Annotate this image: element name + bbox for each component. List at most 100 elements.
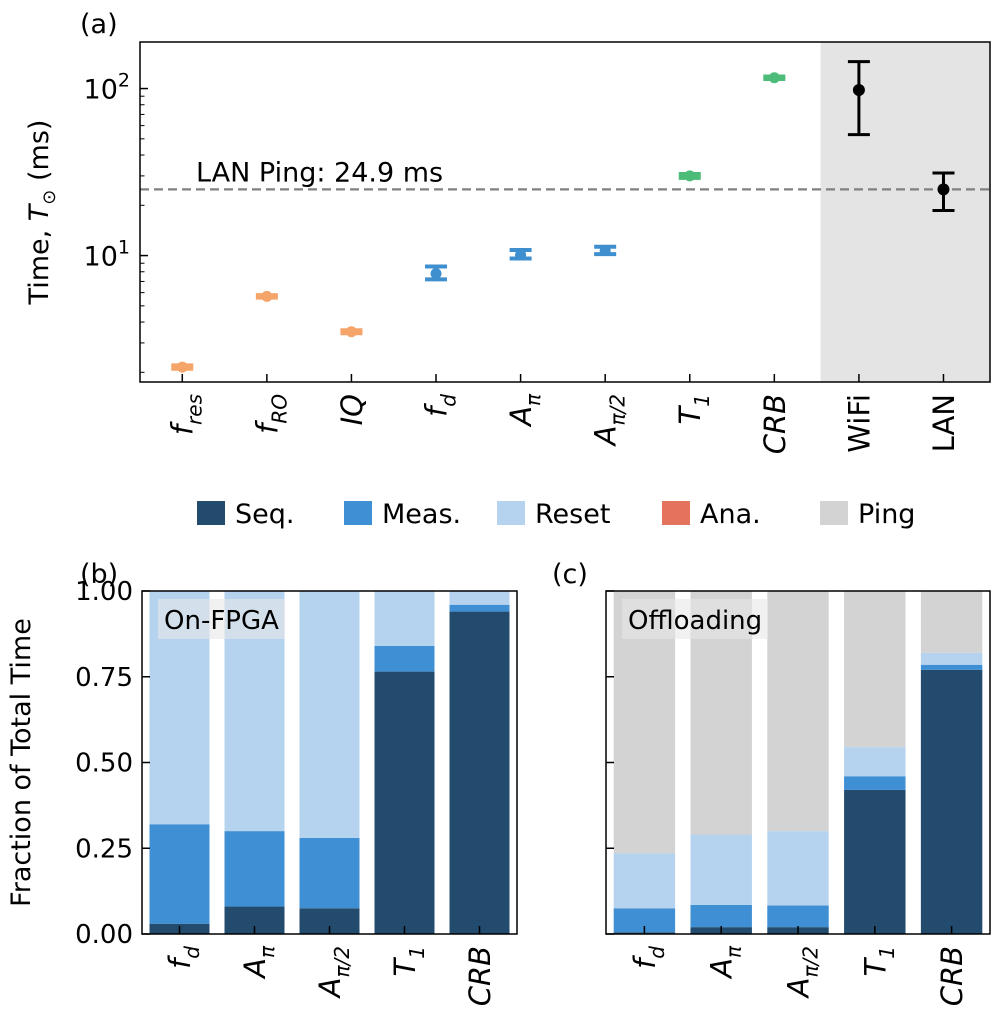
data-point: [763, 72, 786, 84]
b-x-tick-label-sub: π/2: [330, 946, 354, 978]
c-x-tick-label: T1: [858, 946, 899, 976]
c-x-tick-label-main: CRB: [935, 946, 969, 1006]
panel-b-y-tick-labels: 0.00 0.25 0.50 0.75 1.00: [75, 577, 133, 950]
legend-label: Meas.: [382, 499, 461, 530]
data-point: [678, 170, 701, 182]
point-marker: [599, 245, 611, 257]
bar-segment-meas: [374, 645, 435, 672]
panel-a-x-tick-label-sub: RO: [267, 394, 291, 424]
bar-segment-meas: [690, 904, 752, 928]
point-marker: [768, 72, 780, 84]
c-x-tick-label-main: T: [858, 956, 892, 976]
panel-c-annotation-box: [622, 599, 769, 639]
b-y-tick-label: 0.75: [75, 663, 133, 693]
panel-a-x-tick-label: CRB: [758, 394, 792, 454]
b-x-tick-label-main: CRB: [463, 946, 497, 1006]
b-x-tick-label-main: A: [238, 958, 272, 980]
bar-segment-seq: [449, 611, 510, 934]
panel-a-x-tick-label: IQ: [335, 394, 369, 425]
panel-a-x-tick-label: fres: [166, 394, 207, 435]
legend-item: Seq.: [197, 499, 294, 530]
bar-segment-ping: [767, 591, 829, 832]
b-x-tick-label-main: A: [313, 978, 347, 1000]
data-point: [509, 247, 532, 261]
point-marker: [515, 249, 527, 261]
bar-segment-meas: [224, 831, 285, 907]
point-marker: [937, 183, 950, 196]
legend-swatch: [197, 501, 225, 525]
panel-b-annotation-box: [158, 599, 285, 639]
bar-segment-seq: [920, 669, 983, 934]
bar-segment-reset: [920, 652, 983, 665]
y-label-part-3: ⊙: [39, 190, 60, 205]
b-x-tick-label: fd: [163, 946, 204, 969]
c-x-tick-label-main: A: [781, 978, 815, 1000]
ping-label: LAN Ping: 24.9 ms: [196, 157, 443, 188]
legend-item: Ana.: [662, 499, 761, 530]
b-y-tick-label: 0.50: [75, 749, 133, 779]
data-point: [171, 361, 194, 373]
panel-a-x-tick-label-main: CRB: [758, 394, 792, 454]
y-tick-exponent: 1: [118, 237, 130, 259]
panel-a-x-tick-label: Aπ: [504, 393, 545, 428]
bar-segment-reset: [613, 853, 676, 909]
bar-segment-meas: [920, 664, 983, 670]
panel-a-x-tick-label: LAN: [927, 394, 961, 452]
bar-segment-reset: [844, 747, 906, 777]
bar-segment-reset: [767, 831, 829, 906]
data-point: [255, 290, 278, 302]
y-tick-exponent: 2: [118, 70, 130, 92]
data-point: [847, 60, 870, 137]
c-x-tick-label: Aπ: [705, 945, 746, 980]
panel-a-frame: [139, 41, 991, 383]
panel-b-label: (b): [80, 559, 118, 590]
panel-a-x-tick-label: fd: [419, 394, 460, 417]
panel-a-y-tick-label: 102: [84, 70, 130, 106]
b-y-tick-label: 0.00: [75, 920, 133, 950]
panel-a-x-tick-label-main: IQ: [335, 394, 369, 425]
bar-segment-meas: [449, 604, 510, 612]
y-label-part-4: (ms): [24, 120, 55, 190]
c-x-tick-label-sub: d: [645, 946, 669, 959]
b-x-tick-label-sub: d: [180, 946, 204, 959]
b-x-tick-label: T1: [388, 946, 429, 976]
panel-c-ticks: [606, 590, 953, 935]
bar-segment-seq: [844, 789, 906, 934]
b-x-tick-label: Aπ/2: [313, 946, 354, 999]
b-x-tick-label-main: T: [388, 956, 422, 976]
b-y-tick-label: 1.00: [75, 577, 133, 607]
legend-swatch: [344, 501, 372, 525]
panel-a-x-tick-label-sub: res: [183, 394, 207, 425]
panel-c-label: (c): [552, 559, 588, 590]
legend-label: Seq.: [235, 499, 294, 530]
b-x-tick-label-sub: 1: [405, 946, 429, 959]
legend-item: Meas.: [344, 499, 461, 530]
panel-a-points: [171, 60, 955, 373]
y-label-part-2: T: [24, 202, 55, 221]
panel-a-x-tick-label: WiFi: [842, 394, 876, 453]
bar-segment-meas: [299, 837, 360, 909]
panel-b-annotation: On-FPGA: [164, 606, 279, 636]
bar-segment-seq: [374, 671, 435, 934]
point-marker: [261, 290, 273, 302]
point-marker: [345, 326, 357, 338]
panel-a-x-tick-label: fRO: [250, 394, 291, 434]
c-x-tick-label: Aπ/2: [781, 946, 822, 999]
data-point: [425, 264, 448, 282]
panel-b-ticks: [142, 590, 481, 935]
bar-segment-meas: [767, 905, 829, 928]
panel-c-annotation: Offloading: [628, 606, 762, 636]
c-x-tick-label: CRB: [935, 946, 969, 1006]
legend-swatch: [497, 501, 525, 525]
y-label-part-1: Time,: [24, 221, 55, 305]
legend-swatch: [820, 501, 848, 525]
c-x-tick-label-sub: π: [722, 945, 746, 958]
legend-label: Ping: [858, 499, 915, 530]
panel-a-x-tick-label-sub: π: [521, 393, 545, 406]
panel-a-x-tick-label-sub: 1: [690, 394, 714, 407]
legend-label: Reset: [535, 499, 610, 530]
